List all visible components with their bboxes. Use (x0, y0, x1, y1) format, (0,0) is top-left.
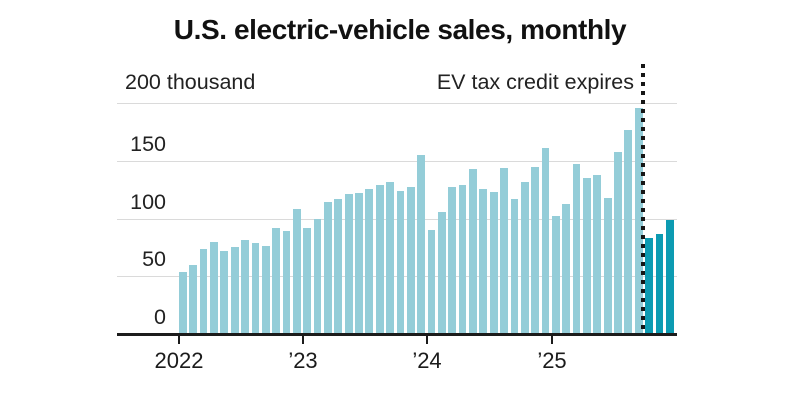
bar-nov-2025 (655, 233, 664, 334)
bar-sep-2023 (386, 181, 394, 334)
annotation-dotted-line (641, 64, 645, 334)
y-tick-label-0: 0 (154, 305, 166, 329)
chart-title: U.S. electric-vehicle sales, monthly (173, 14, 627, 45)
bar-nov-2023 (406, 187, 415, 334)
bar-sep-2022 (261, 246, 270, 334)
annotation-label: EV tax credit expires (436, 70, 634, 94)
bar-mar-2023 (324, 202, 332, 334)
bar-sep-2024 (510, 198, 519, 334)
x-axis-line (117, 333, 677, 336)
bar-jun-2023 (355, 193, 363, 334)
y-tick-label-50: 50 (142, 247, 166, 271)
bar-oct-2024 (520, 181, 529, 334)
gridline-150 (117, 160, 677, 162)
bar-dec-2022 (292, 209, 301, 334)
bar-nov-2024 (531, 166, 539, 334)
bar-feb-2025 (562, 203, 571, 334)
bar-jul-2024 (489, 191, 498, 334)
bar-mar-2024 (448, 187, 457, 334)
bar-aug-2023 (375, 185, 384, 334)
bar-feb-2023 (313, 218, 322, 334)
bar-oct-2023 (396, 190, 405, 334)
x-tick-2023 (302, 335, 304, 344)
x-tick-2025 (551, 335, 553, 344)
bar-dec-2024 (541, 148, 550, 334)
bar-apr-2022 (210, 241, 218, 334)
bar-may-2023 (344, 194, 353, 334)
bar-jul-2025 (614, 151, 622, 334)
bar-feb-2024 (437, 211, 446, 334)
bar-mar-2022 (199, 248, 208, 334)
bar-oct-2022 (272, 227, 280, 334)
gridline-200 (117, 103, 677, 104)
x-tick-2024 (426, 335, 428, 344)
x-tick-label-2023: ’23 (288, 348, 318, 373)
bar-jan-2025 (551, 216, 560, 334)
bar-jun-2025 (603, 197, 612, 334)
bar-jan-2022 (179, 271, 187, 334)
bar-apr-2025 (583, 178, 591, 334)
bar-dec-2025 (665, 219, 674, 334)
bar-may-2022 (220, 250, 229, 334)
bar-series (179, 103, 674, 334)
bar-may-2025 (593, 174, 602, 334)
bar-oct-2025 (645, 238, 653, 334)
bar-mar-2025 (572, 164, 581, 334)
y-tick-label-100: 100 (130, 189, 166, 214)
bar-jun-2024 (479, 188, 488, 334)
x-tick-2022 (178, 335, 180, 344)
bar-aug-2024 (500, 167, 508, 334)
bar-jun-2022 (230, 247, 239, 334)
y-axis-unit-label: 200 thousand (125, 70, 256, 94)
x-tick-label-2022: 2022 (154, 348, 204, 373)
x-tick-label-2024: ’24 (412, 348, 442, 373)
bar-jan-2023 (303, 227, 312, 334)
bar-dec-2023 (417, 155, 426, 334)
bar-apr-2024 (458, 185, 467, 334)
bar-sep-2025 (634, 107, 643, 334)
y-tick-label-150: 150 (130, 132, 166, 156)
bar-feb-2022 (189, 264, 198, 334)
bar-aug-2025 (624, 129, 633, 334)
bar-jul-2022 (241, 240, 249, 334)
bar-jan-2024 (427, 230, 436, 334)
bar-jul-2023 (365, 188, 374, 334)
x-tick-label-2025: ’25 (537, 348, 567, 373)
bar-may-2024 (469, 168, 477, 334)
bar-nov-2022 (282, 231, 291, 334)
bar-apr-2023 (334, 198, 343, 334)
bar-aug-2022 (251, 242, 260, 334)
plot-area (117, 103, 677, 334)
